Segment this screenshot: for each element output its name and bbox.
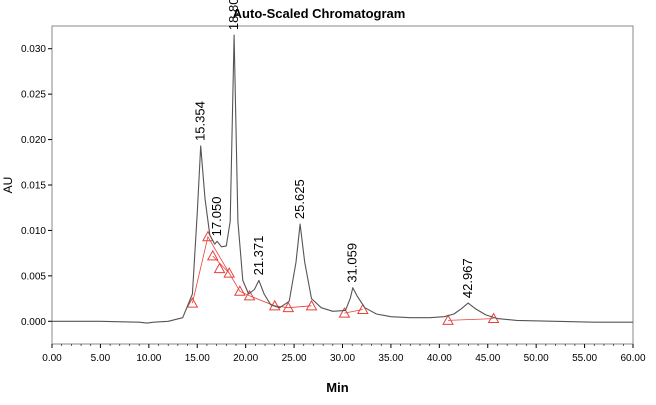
peak-label: 15.354 xyxy=(193,101,208,141)
x-tick-label: 60.00 xyxy=(620,353,645,364)
x-axis-title: Min xyxy=(326,380,348,395)
x-tick-label: 50.00 xyxy=(524,353,549,364)
plot-frame xyxy=(51,25,634,345)
x-tick-label: 25.00 xyxy=(282,353,307,364)
baseline-marker-triangle xyxy=(206,249,219,261)
y-tick-label: 0.030 xyxy=(21,44,46,55)
y-tick-label: 0.015 xyxy=(21,181,46,192)
x-tick-label: 45.00 xyxy=(475,353,500,364)
x-tick-label: 0.00 xyxy=(42,353,62,364)
baseline-marker-triangle xyxy=(305,299,318,311)
x-axis: 0.00 5.00 10.00 15.00 20.00 25.00 30.00 35.00 40… xyxy=(42,344,646,364)
x-tick-label: 30.00 xyxy=(330,353,355,364)
baseline-marker-triangle xyxy=(442,314,454,325)
baseline-segment xyxy=(192,235,312,309)
peak-label: 31.059 xyxy=(345,243,360,283)
baseline-segment xyxy=(447,318,494,321)
chart-title: Auto-Scaled Chromatogram xyxy=(233,6,406,21)
series-lines xyxy=(52,34,633,324)
baseline-marker-triangle xyxy=(186,297,199,308)
x-tick-label: 40.00 xyxy=(427,353,452,364)
baseline-markers xyxy=(186,230,500,325)
x-tick-label: 20.00 xyxy=(233,353,258,364)
peak-labels: 15.354 17.050 18.809 21.371 25.625 31.059 42.9… xyxy=(193,0,475,298)
baseline-marker-triangle xyxy=(234,285,246,296)
y-tick-label: 0.000 xyxy=(21,317,46,328)
baseline-marker-triangle xyxy=(213,262,226,274)
y-tick-label: 0.025 xyxy=(21,90,46,101)
baseline-marker-triangle xyxy=(282,301,295,313)
x-tick-label: 55.00 xyxy=(572,353,597,364)
chromatogram-trace xyxy=(52,34,633,324)
x-tick-label: 5.00 xyxy=(91,353,111,364)
baseline-marker-triangle xyxy=(338,307,351,318)
x-tick-label: 35.00 xyxy=(378,353,403,364)
peak-label: 18.809 xyxy=(226,0,241,30)
peak-label: 17.050 xyxy=(209,197,224,237)
peak-label: 21.371 xyxy=(251,236,266,276)
peak-label: 25.625 xyxy=(292,179,307,219)
y-axis: 0.000 0.005 0.010 0.015 0.020 0.025 0.030 xyxy=(21,44,52,328)
y-tick-label: 0.005 xyxy=(21,271,46,282)
y-axis-title: AU xyxy=(1,177,15,194)
baseline-marker-triangle xyxy=(223,267,236,278)
y-tick-label: 0.020 xyxy=(21,135,46,146)
y-tick-label: 0.010 xyxy=(21,226,46,237)
plot-area-border xyxy=(51,25,634,345)
x-tick-label: 15.00 xyxy=(185,353,210,364)
baseline-marker-triangle xyxy=(243,289,256,301)
baseline-segment xyxy=(212,255,230,274)
x-tick-label: 10.00 xyxy=(136,353,161,364)
baseline-marker-triangle xyxy=(356,303,369,314)
peak-label: 42.967 xyxy=(460,258,475,298)
